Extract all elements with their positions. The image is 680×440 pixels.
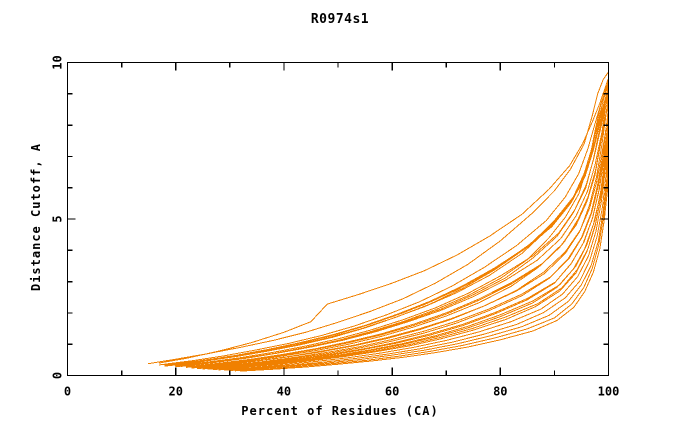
series-line [234,149,609,372]
series-line [196,115,609,369]
series-line [213,124,609,371]
x-axis-label: Percent of Residues (CA) [241,404,439,418]
series-line [186,102,609,368]
chart-title: R0974s1 [310,12,370,27]
series-line [207,123,609,370]
series-line [175,87,609,365]
series-line [186,90,609,368]
x-tick-label: 80 [493,385,507,399]
series-line [186,99,609,368]
series-layer [148,71,609,372]
series-line [196,105,609,370]
x-tick-label: 100 [598,385,620,399]
series-line [169,83,609,366]
series-line [169,89,609,366]
series-line [164,90,609,366]
x-tick-label: 60 [385,385,399,399]
series-line [158,77,609,364]
y-tick-label: 5 [51,215,65,222]
axis-ticks [66,61,610,377]
series-line [175,94,609,367]
series-line [158,85,609,366]
series-line [148,71,609,365]
series-line [202,110,609,370]
series-line [229,143,609,371]
x-tick-label: 0 [64,385,71,399]
axis-tick-labels: 0 20 40 60 80 100 0 5 10 [51,55,620,398]
x-tick-label: 40 [277,385,291,399]
x-tick-label: 20 [168,385,182,399]
y-tick-label: 0 [51,372,65,379]
series-line [191,112,609,369]
series-line [180,101,609,367]
series-line [213,124,609,370]
series-line [175,87,609,368]
y-tick-label: 10 [51,55,65,69]
series-line [218,130,609,371]
series-line [240,155,609,372]
series-line [180,91,609,367]
series-line [223,137,609,371]
series-line [202,121,609,370]
